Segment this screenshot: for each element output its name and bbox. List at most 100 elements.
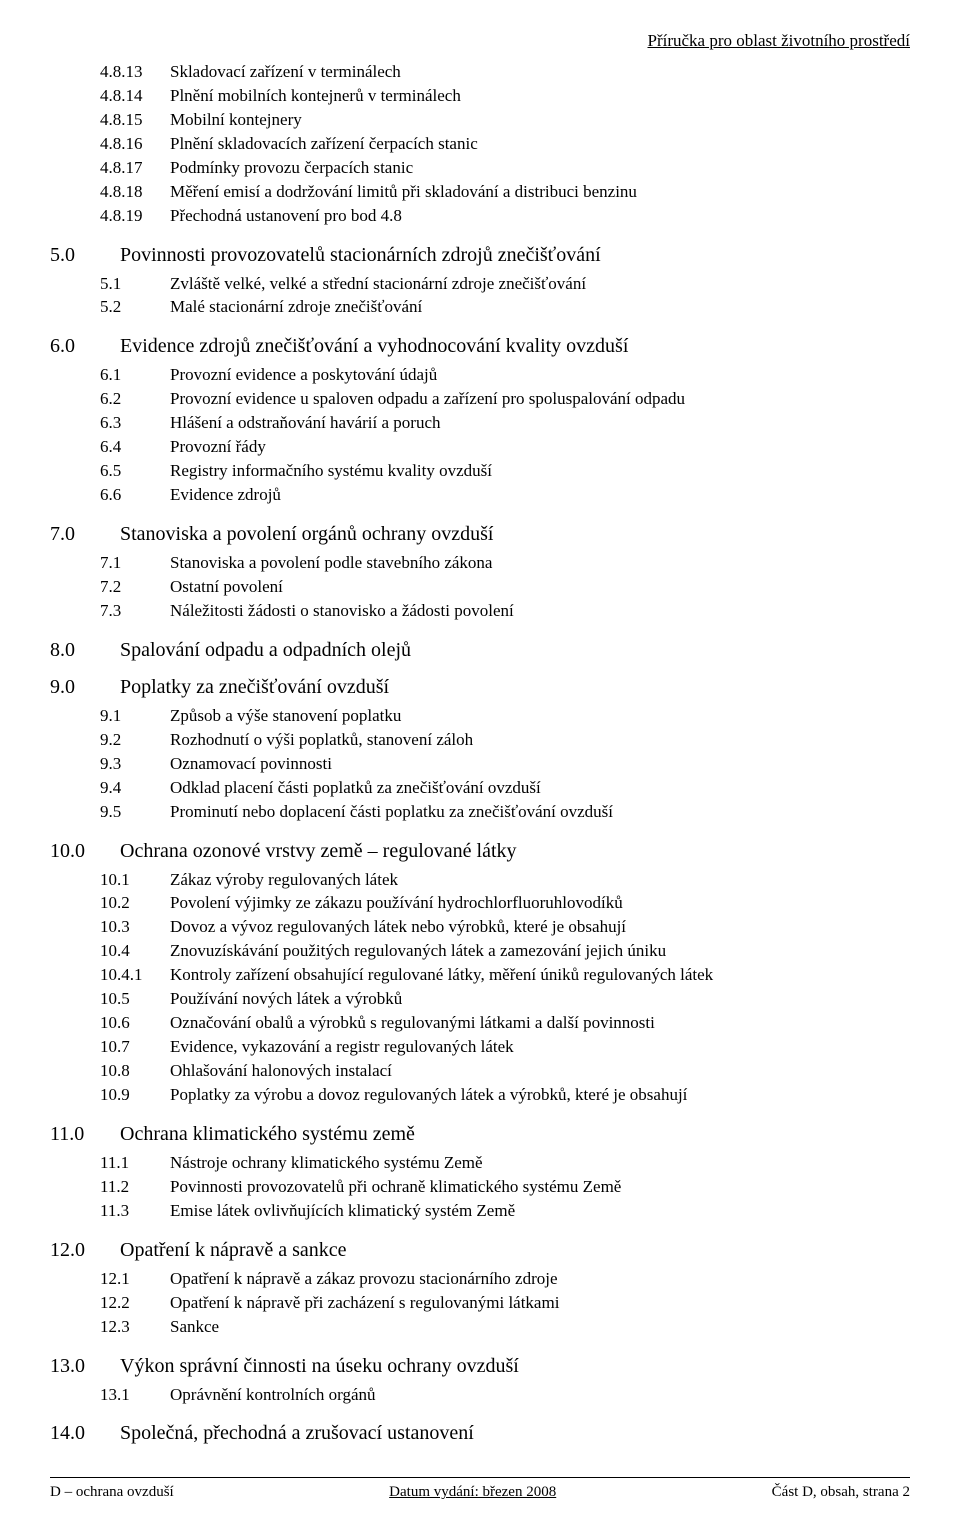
sub-list: 9.1Způsob a výše stanovení poplatku 9.2R… [100,705,910,824]
item-text: Rozhodnutí o výši poplatků, stanovení zá… [170,729,910,752]
section-heading: 7.0Stanoviska a povolení orgánů ochrany … [50,521,910,548]
sub-list: 13.1Oprávnění kontrolních orgánů [100,1384,910,1407]
item-text: Přechodná ustanovení pro bod 4.8 [170,205,910,228]
section-num: 13.0 [50,1353,120,1380]
item-text: Ohlašování halonových instalací [170,1060,910,1083]
item-num: 13.1 [100,1384,170,1407]
item-text: Oprávnění kontrolních orgánů [170,1384,910,1407]
item-num: 6.6 [100,484,170,507]
item-num: 12.2 [100,1292,170,1315]
list-item: 6.5Registry informačního systému kvality… [100,460,910,483]
item-num: 4.8.19 [100,205,170,228]
page-footer: D – ochrana ovzduší Datum vydání: březen… [50,1477,910,1502]
list-item: 9.5Prominutí nebo doplacení části poplat… [100,801,910,824]
list-item: 7.2Ostatní povolení [100,576,910,599]
list-item: 7.3Náležitosti žádosti o stanovisko a žá… [100,600,910,623]
item-text: Mobilní kontejnery [170,109,910,132]
section-title: Ochrana ozonové vrstvy země – regulované… [120,838,910,865]
section-heading: 8.0Spalování odpadu a odpadních olejů [50,637,910,664]
item-text: Plnění mobilních kontejnerů v terminálec… [170,85,910,108]
item-text: Evidence, vykazování a registr regulovan… [170,1036,910,1059]
list-item: 6.2Provozní evidence u spaloven odpadu a… [100,388,910,411]
item-num: 10.9 [100,1084,170,1107]
section-title: Společná, přechodná a zrušovací ustanove… [120,1420,910,1447]
item-num: 6.1 [100,364,170,387]
item-text: Evidence zdrojů [170,484,910,507]
section-title: Výkon správní činnosti na úseku ochrany … [120,1353,910,1380]
sub-list: 7.1Stanoviska a povolení podle stavebníh… [100,552,910,623]
list-item: 7.1Stanoviska a povolení podle stavebníh… [100,552,910,575]
item-num: 10.7 [100,1036,170,1059]
item-num: 10.1 [100,869,170,892]
section-num: 14.0 [50,1420,120,1447]
item-num: 11.3 [100,1200,170,1223]
item-text: Podmínky provozu čerpacích stanic [170,157,910,180]
list-item: 4.8.14Plnění mobilních kontejnerů v term… [100,85,910,108]
list-item: 10.7Evidence, vykazování a registr regul… [100,1036,910,1059]
item-num: 4.8.18 [100,181,170,204]
item-text: Sankce [170,1316,910,1339]
item-text: Emise látek ovlivňujících klimatický sys… [170,1200,910,1223]
item-text: Měření emisí a dodržování limitů při skl… [170,181,910,204]
item-num: 11.1 [100,1152,170,1175]
section-heading: 11.0Ochrana klimatického systému země [50,1121,910,1148]
item-text: Oznamovací povinnosti [170,753,910,776]
section-num: 8.0 [50,637,120,664]
section-title: Opatření k nápravě a sankce [120,1237,910,1264]
item-num: 6.2 [100,388,170,411]
list-item: 9.4Odklad placení části poplatků za zneč… [100,777,910,800]
list-item: 11.1Nástroje ochrany klimatického systém… [100,1152,910,1175]
item-num: 9.2 [100,729,170,752]
list-item: 5.1Zvláště velké, velké a střední stacio… [100,273,910,296]
item-num: 11.2 [100,1176,170,1199]
list-item: 9.1Způsob a výše stanovení poplatku [100,705,910,728]
header-right: Příručka pro oblast životního prostředí [50,30,910,53]
item-text: Registry informačního systému kvality ov… [170,460,910,483]
list-item: 4.8.13Skladovací zařízení v terminálech [100,61,910,84]
item-num: 4.8.13 [100,61,170,84]
item-text: Poplatky za výrobu a dovoz regulovaných … [170,1084,910,1107]
item-text: Označování obalů a výrobků s regulovaným… [170,1012,910,1035]
sub-list: 5.1Zvláště velké, velké a střední stacio… [100,273,910,320]
section-num: 7.0 [50,521,120,548]
item-text: Nástroje ochrany klimatického systému Ze… [170,1152,910,1175]
item-num: 9.3 [100,753,170,776]
section-heading: 13.0Výkon správní činnosti na úseku ochr… [50,1353,910,1380]
item-text: Způsob a výše stanovení poplatku [170,705,910,728]
item-text: Používání nových látek a výrobků [170,988,910,1011]
item-text: Povinnosti provozovatelů při ochraně kli… [170,1176,910,1199]
item-num: 10.3 [100,916,170,939]
item-text: Malé stacionární zdroje znečišťování [170,296,910,319]
item-num: 6.4 [100,436,170,459]
list-item: 6.6Evidence zdrojů [100,484,910,507]
item-num: 6.5 [100,460,170,483]
list-item: 6.1Provozní evidence a poskytování údajů [100,364,910,387]
list-item: 11.2Povinnosti provozovatelů při ochraně… [100,1176,910,1199]
section-num: 12.0 [50,1237,120,1264]
item-text: Provozní řády [170,436,910,459]
list-item: 12.3Sankce [100,1316,910,1339]
list-item: 10.2Povolení výjimky ze zákazu používání… [100,892,910,915]
item-text: Dovoz a vývoz regulovaných látek nebo vý… [170,916,910,939]
item-text: Skladovací zařízení v terminálech [170,61,910,84]
item-text: Zákaz výroby regulovaných látek [170,869,910,892]
item-text: Provozní evidence a poskytování údajů [170,364,910,387]
item-text: Odklad placení části poplatků za znečišť… [170,777,910,800]
item-text: Náležitosti žádosti o stanovisko a žádos… [170,600,910,623]
section-heading: 10.0Ochrana ozonové vrstvy země – regulo… [50,838,910,865]
item-num: 5.2 [100,296,170,319]
section-num: 10.0 [50,838,120,865]
list-item: 10.5Používání nových látek a výrobků [100,988,910,1011]
list-item: 6.4Provozní řády [100,436,910,459]
list-item: 4.8.16Plnění skladovacích zařízení čerpa… [100,133,910,156]
item-num: 4.8.15 [100,109,170,132]
section-heading: 9.0Poplatky za znečišťování ovzduší [50,674,910,701]
item-text: Prominutí nebo doplacení části poplatku … [170,801,910,824]
list-item: 6.3Hlášení a odstraňování havárií a poru… [100,412,910,435]
item-num: 9.5 [100,801,170,824]
list-item: 4.8.15Mobilní kontejnery [100,109,910,132]
sub-list: 6.1Provozní evidence a poskytování údajů… [100,364,910,507]
section-title: Poplatky za znečišťování ovzduší [120,674,910,701]
item-text: Provozní evidence u spaloven odpadu a za… [170,388,910,411]
item-num: 10.2 [100,892,170,915]
